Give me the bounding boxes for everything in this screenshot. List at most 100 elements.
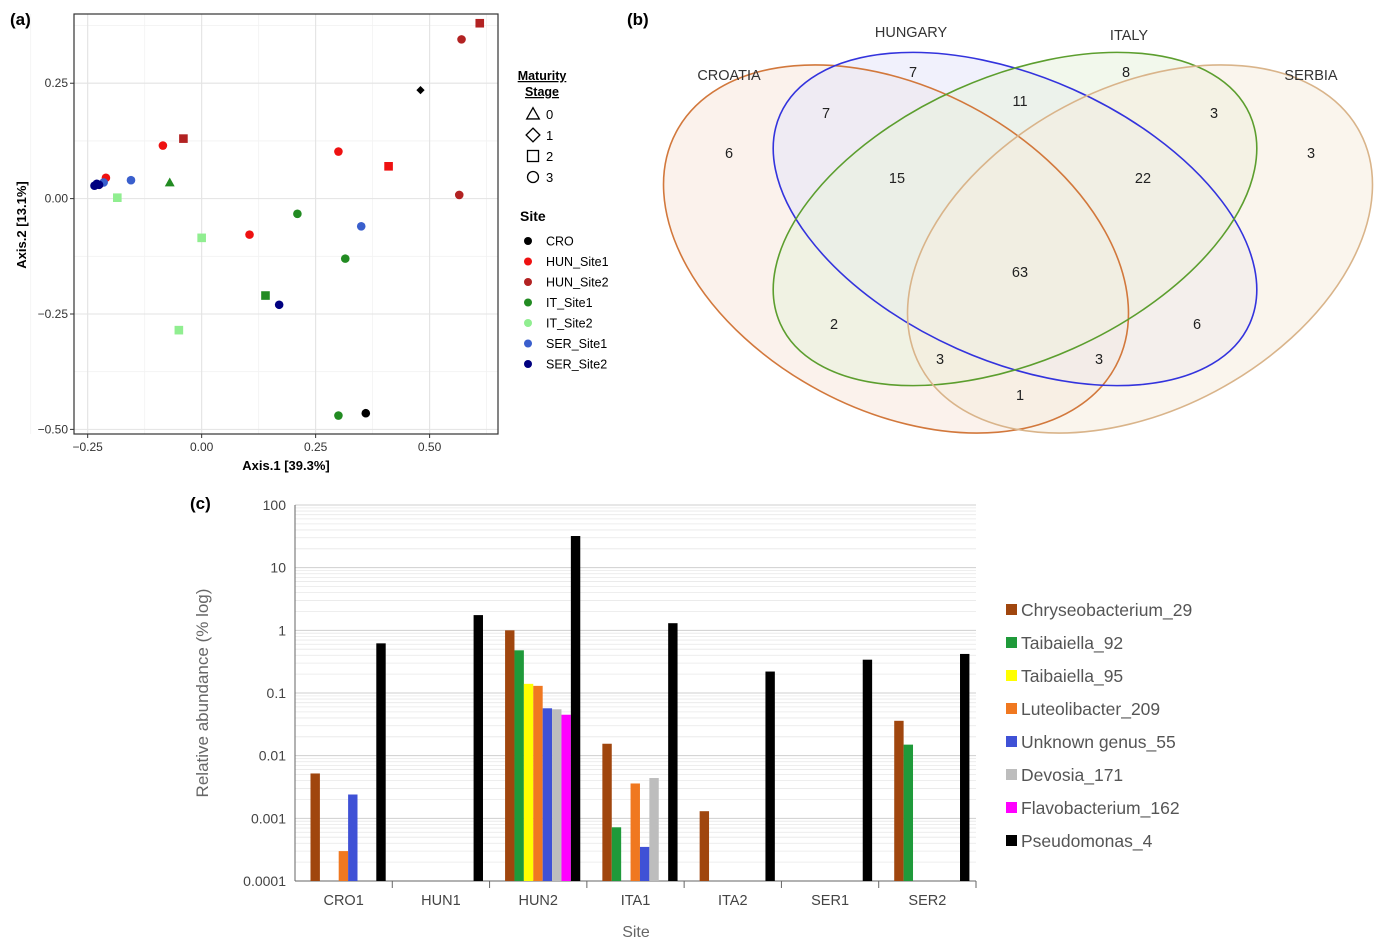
legend-label: Flavobacterium_162 bbox=[1021, 798, 1180, 819]
legend-shape-circle bbox=[526, 170, 540, 184]
venn-region-count: 3 bbox=[1210, 106, 1218, 122]
legend-site-swatch bbox=[524, 257, 532, 266]
legend-label: Luteolibacter_209 bbox=[1021, 699, 1160, 720]
x-axis-title: Site bbox=[622, 924, 650, 938]
legend-site-swatch bbox=[524, 339, 532, 348]
bar-pseudomonas_4 bbox=[862, 659, 873, 881]
venn-outline-hungary bbox=[772, 51, 1258, 387]
venn-region-count: 15 bbox=[889, 171, 905, 187]
y-tick-label: −0.50 bbox=[38, 422, 69, 436]
y-tick-label: 0.25 bbox=[45, 76, 69, 90]
venn-region-count: 2 bbox=[830, 317, 838, 333]
y-tick-label: 0.0001 bbox=[243, 873, 286, 889]
venn-outline-italy bbox=[772, 51, 1258, 387]
legend-swatch bbox=[1006, 769, 1017, 780]
legend-shape-label: 3 bbox=[546, 170, 553, 185]
bar-taibaiella_92 bbox=[903, 744, 914, 881]
data-point bbox=[293, 209, 302, 219]
venn-region-count: 22 bbox=[1135, 171, 1151, 187]
panel-label-c: (c) bbox=[190, 494, 211, 513]
y-axis-title: Relative abundance (% log) bbox=[193, 589, 212, 798]
venn-region-count: 1 bbox=[1016, 388, 1024, 404]
venn-outline-croatia bbox=[662, 64, 1130, 434]
legend-label: Pseudomonas_4 bbox=[1021, 831, 1153, 852]
bar-unknown-genus_55 bbox=[348, 794, 358, 881]
legend-site-swatch bbox=[524, 298, 532, 307]
data-point bbox=[457, 35, 466, 44]
legend-shape-triangle bbox=[525, 106, 541, 120]
x-tick-label: −0.25 bbox=[72, 440, 103, 454]
data-point bbox=[361, 408, 371, 418]
y-tick-label: 0.001 bbox=[251, 810, 286, 826]
data-point bbox=[356, 222, 366, 231]
venn-region-count: 6 bbox=[725, 146, 733, 162]
venn-set-label: HUNGARY bbox=[875, 25, 948, 41]
legend-site-swatch bbox=[524, 278, 532, 286]
bar-pseudomonas_4 bbox=[765, 671, 775, 881]
venn-region-count: 8 bbox=[1122, 65, 1130, 81]
venn-region-count: 3 bbox=[1095, 352, 1103, 368]
bar-chryseobacterium_29 bbox=[894, 720, 904, 881]
x-tick-label: CRO1 bbox=[323, 893, 363, 909]
bar-flavobacterium_162 bbox=[561, 714, 571, 881]
site-legend-title: Site bbox=[520, 208, 546, 224]
shape-legend-title: Stage bbox=[525, 85, 559, 99]
data-point bbox=[245, 230, 254, 239]
bar-pseudomonas_4 bbox=[668, 623, 678, 881]
bar-luteolibacter_209 bbox=[338, 851, 349, 881]
bar-devosia_171 bbox=[649, 778, 659, 881]
x-tick-label: ITA1 bbox=[621, 893, 651, 909]
legend-shape-label: 2 bbox=[546, 149, 553, 164]
plot-border-a bbox=[73, 13, 499, 435]
panel-label-a: (a) bbox=[10, 10, 31, 29]
legend-shape-label: 0 bbox=[546, 107, 553, 122]
x-tick-label: 0.00 bbox=[190, 440, 214, 454]
legend-site-swatch bbox=[524, 237, 532, 245]
data-point bbox=[384, 162, 393, 171]
legend-label: Devosia_171 bbox=[1021, 765, 1123, 786]
legend-label: Chryseobacterium_29 bbox=[1021, 600, 1192, 621]
legend-site-label: IT_Site1 bbox=[546, 296, 593, 310]
venn-region-count: 11 bbox=[1012, 94, 1027, 110]
bar-unknown-genus_55 bbox=[542, 708, 553, 881]
venn-outline-serbia bbox=[906, 64, 1374, 434]
bar-chryseobacterium_29 bbox=[602, 743, 612, 881]
y-tick-label: 100 bbox=[263, 497, 287, 513]
x-tick-label: 0.50 bbox=[418, 440, 442, 454]
data-point bbox=[197, 233, 206, 243]
venn-region-count: 7 bbox=[822, 106, 830, 122]
venn-set-label: CROATIA bbox=[697, 68, 761, 84]
legend-swatch bbox=[1006, 637, 1017, 648]
legend-site-label: HUN_Site1 bbox=[546, 255, 609, 269]
y-axis-title: Axis.2 [13.1%] bbox=[14, 181, 29, 268]
venn-region-count: 7 bbox=[909, 65, 917, 81]
bar-chryseobacterium_29 bbox=[310, 773, 320, 881]
y-tick-label: 1 bbox=[278, 622, 286, 638]
bar-pseudomonas_4 bbox=[570, 536, 581, 881]
bar-unknown-genus_55 bbox=[639, 846, 650, 881]
x-tick-label: HUN2 bbox=[518, 893, 557, 909]
legend-shape-square bbox=[526, 149, 540, 163]
legend-swatch bbox=[1006, 703, 1017, 714]
data-point bbox=[92, 179, 102, 189]
venn-region-count: 6 bbox=[1193, 317, 1201, 333]
legend-site-label: HUN_Site2 bbox=[546, 276, 609, 290]
bar-pseudomonas_4 bbox=[473, 615, 483, 881]
bar-devosia_171 bbox=[552, 709, 562, 881]
data-point bbox=[475, 18, 485, 28]
data-point bbox=[126, 175, 136, 185]
data-point bbox=[113, 193, 122, 202]
legend-site-label: SER_Site2 bbox=[546, 358, 607, 372]
bar-pseudomonas_4 bbox=[960, 653, 970, 881]
y-tick-label: 10 bbox=[270, 560, 286, 576]
bar-chryseobacterium_29 bbox=[505, 630, 515, 881]
y-tick-label: 0.00 bbox=[45, 192, 69, 206]
x-tick-label: 0.25 bbox=[304, 440, 328, 454]
legend-site-label: CRO bbox=[546, 235, 574, 249]
legend-shape-diamond bbox=[525, 127, 541, 143]
legend-swatch bbox=[1006, 835, 1017, 846]
legend-site-swatch bbox=[524, 360, 532, 368]
bar-taibaiella_92 bbox=[611, 827, 622, 881]
